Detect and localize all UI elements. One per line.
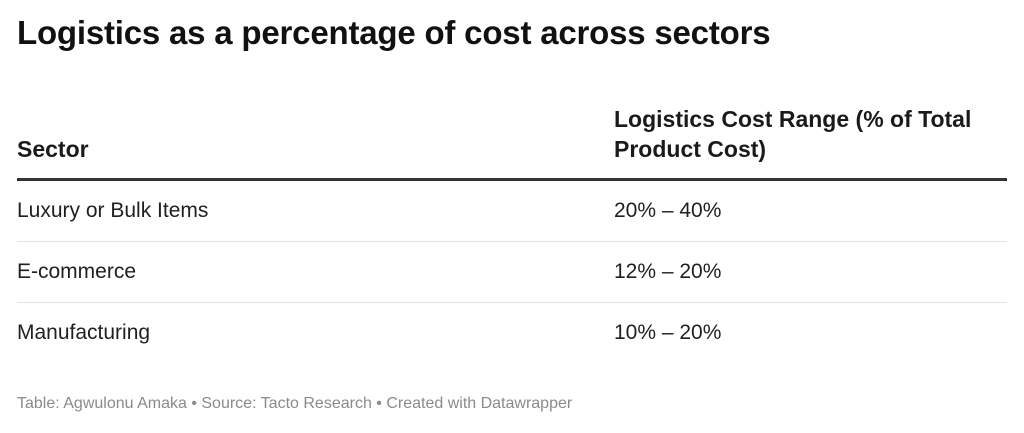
column-header-cost-range: Logistics Cost Range (% of Total Product…: [614, 106, 972, 162]
cost-range-cell: 10% – 20%: [614, 321, 722, 344]
sector-cell: Manufacturing: [17, 321, 151, 344]
chart-title: Logistics as a percentage of cost across…: [17, 14, 771, 51]
sector-cell: E-commerce: [17, 260, 137, 283]
source-footer: Table: Agwulonu Amaka • Source: Tacto Re…: [17, 395, 573, 412]
table-header: Sector Logistics Cost Range (% of Total …: [17, 104, 1007, 181]
table-row: E-commerce 12% – 20%: [17, 242, 1007, 303]
cost-range-cell: 12% – 20%: [614, 260, 722, 283]
column-header-sector: Sector: [17, 136, 89, 162]
table-row: Luxury or Bulk Items 20% – 40%: [17, 181, 1007, 242]
table-row: Manufacturing 10% – 20%: [17, 303, 1007, 363]
sector-cell: Luxury or Bulk Items: [17, 199, 209, 222]
data-table: Sector Logistics Cost Range (% of Total …: [17, 104, 1007, 363]
cost-range-cell: 20% – 40%: [614, 199, 722, 222]
